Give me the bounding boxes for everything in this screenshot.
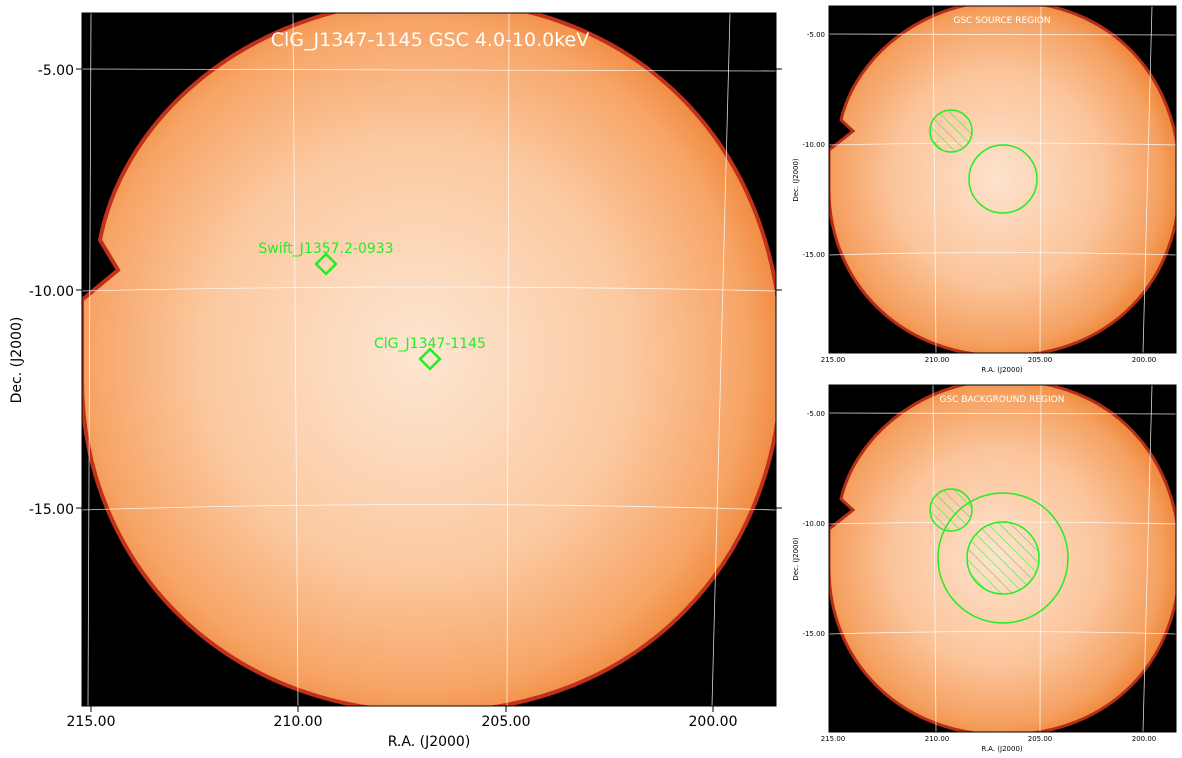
bkg-ylabel: Dec. (J2000) [792,537,800,581]
bkg-xtick-2: 210.00 [925,735,950,743]
bkg-ytick-2: -10.00 [802,520,825,528]
main-title: ClG_J1347-1145 GSC 4.0-10.0keV [271,29,589,51]
main-xlabel: R.A. (J2000) [388,734,471,750]
src-ytick-1: -5.00 [807,31,825,39]
src-frame [828,5,1177,354]
src-grid-line [829,142,1176,146]
main-grid-line [506,13,510,706]
bkg-title: GSC BACKGROUND REGION [940,395,1065,405]
bkg-excluded-circle[interactable] [929,488,973,532]
main-frame [81,12,777,707]
bkg-excluded-source-circle[interactable] [966,521,1040,595]
src-ytick-2: -10.00 [802,141,825,149]
bkg-grid-line [1039,385,1042,732]
main-grid-line [82,504,776,511]
diamond-marker-icon [314,252,338,276]
bkg-grid-line [829,412,1176,415]
bkg-grid-line [829,631,1176,635]
src-exposure-map [829,6,1176,353]
diamond-marker-icon [418,347,442,371]
src-title: GSC SOURCE REGION [953,16,1050,26]
bkg-annulus-outer-circle[interactable] [937,492,1069,624]
src-xtick-4: 200.00 [1132,356,1157,364]
bkg-grid-line [932,385,937,732]
src-ylabel: Dec. (J2000) [792,158,800,202]
src-grid-line [1039,6,1042,353]
main-xtick-1: 215.00 [67,714,116,730]
src-grid-line [829,33,1176,36]
main-exposure-map [82,13,776,706]
src-grid-line [932,6,937,353]
bkg-ytick-3: -15.00 [802,630,825,638]
main-xtick-2: 210.00 [274,714,323,730]
src-grid-line [829,252,1176,256]
main-ytick-2: -10.00 [29,284,74,300]
source-label-clg: ClG_J1347-1145 [374,336,486,352]
bkg-frame [828,384,1177,733]
bkg-grid-line [1142,385,1153,732]
main-grid-line [711,13,731,706]
bkg-xlabel: R.A. (J2000) [981,745,1023,753]
src-xtick-2: 210.00 [925,356,950,364]
bkg-ytick-1: -5.00 [807,410,825,418]
bkg-xtick-1: 215.00 [821,735,846,743]
src-xtick-1: 215.00 [821,356,846,364]
main-panel: ClG_J1347-1145 GSC 4.0-10.0keV -5.00 -10… [9,12,782,750]
source-region-panel: GSC SOURCE REGION -5.00 -10.00 -15.00 21… [792,5,1177,374]
src-grid-line [1142,6,1153,353]
src-excluded-circle[interactable] [929,109,973,153]
bkg-xtick-3: 205.00 [1028,735,1053,743]
source-marker-swift[interactable]: Swift_J1357.2-0933 [258,241,394,276]
source-label-swift: Swift_J1357.2-0933 [258,241,393,257]
main-xtick-3: 205.00 [482,714,531,730]
background-region-panel: GSC BACKGROUND REGION -5.00 -10.00 -15.0… [792,384,1177,753]
main-grid-line [87,13,92,706]
src-ytick-3: -15.00 [802,251,825,259]
src-xtick-3: 205.00 [1028,356,1053,364]
main-xtick-4: 200.00 [689,714,738,730]
src-source-circle[interactable] [968,144,1038,214]
main-grid-line [82,286,776,292]
main-ylabel: Dec. (J2000) [9,317,25,404]
main-ytick-3: -15.00 [29,502,74,518]
main-grid-line [292,13,299,706]
main-ticks [76,68,782,712]
source-marker-clg[interactable]: ClG_J1347-1145 [374,336,486,371]
bkg-xtick-4: 200.00 [1132,735,1157,743]
main-ytick-1: -5.00 [38,63,74,79]
main-grid-line [82,68,776,72]
src-xlabel: R.A. (J2000) [981,366,1023,374]
